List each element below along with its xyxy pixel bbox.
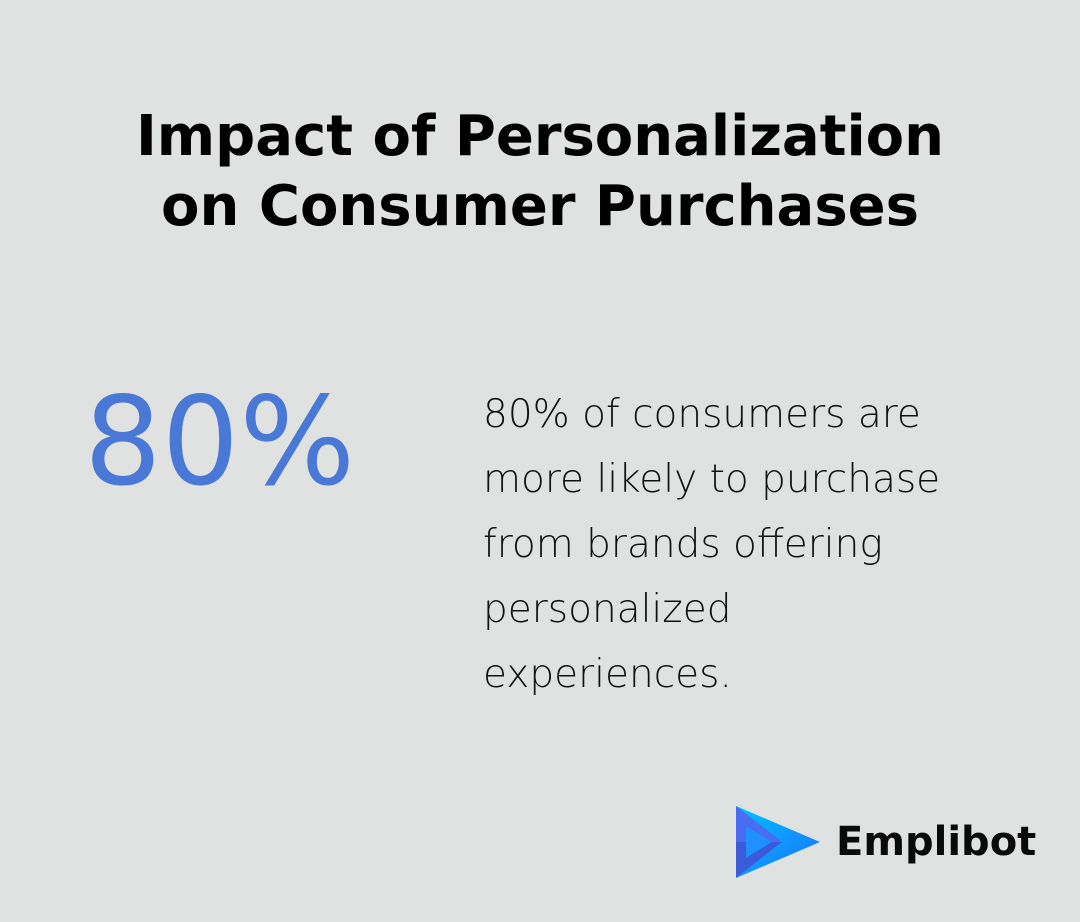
brand-logo-lockup: Emplibot	[736, 806, 1036, 878]
play-arrow-logo-icon	[736, 806, 820, 878]
stat-description-line: experiences.	[483, 652, 732, 697]
title-line-2: on Consumer Purchases	[161, 174, 919, 239]
stat-value: 80%	[84, 371, 356, 513]
title-line-1: Impact of Personalization	[135, 104, 945, 169]
stat-description-line: 80% of consumers are	[483, 392, 921, 437]
stat-description-line: more likely to purchase	[483, 457, 941, 502]
brand-name: Emplibot	[836, 819, 1037, 865]
stat-description: 80% of consumers are more likely to purc…	[483, 382, 1043, 707]
page-title: Impact of Personalization on Consumer Pu…	[0, 102, 1080, 242]
stat-description-line: personalized	[483, 587, 732, 632]
stat-description-line: from brands offering	[483, 522, 883, 567]
